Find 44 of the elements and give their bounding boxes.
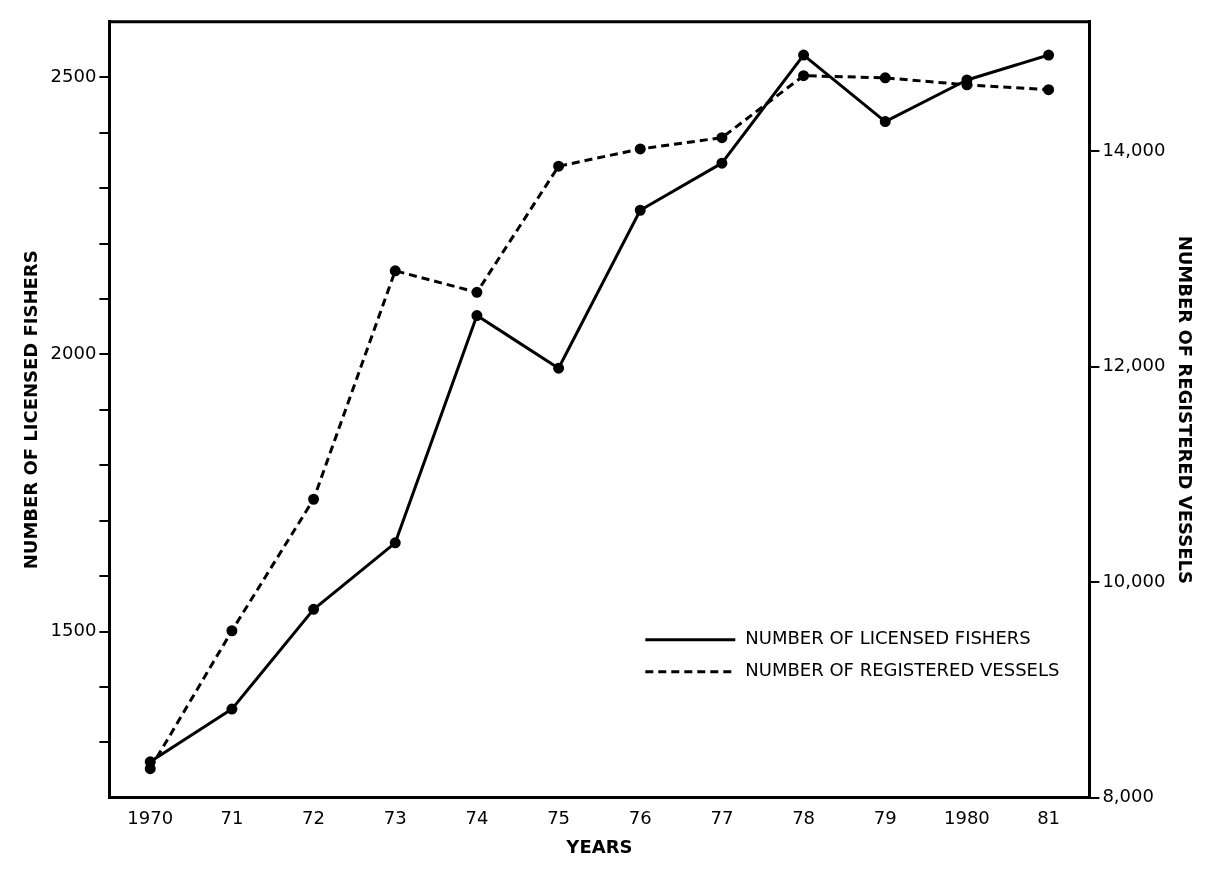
x-tick-label: 76 <box>628 807 652 829</box>
x-tick-label: 1980 <box>944 807 990 829</box>
x-tick-label: 81 <box>1037 807 1061 829</box>
y2-axis-title: NUMBER OF REGISTERED VESSELS <box>1174 235 1196 584</box>
point <box>308 493 320 505</box>
point <box>308 603 320 615</box>
point <box>471 310 483 322</box>
point <box>634 143 646 155</box>
point <box>879 116 891 128</box>
y2-tick-label: 12,000 <box>1102 354 1166 376</box>
point <box>1043 84 1055 96</box>
y-tick-label: 1500 <box>50 619 97 641</box>
y2-tick-label: 8,000 <box>1102 785 1154 807</box>
point <box>879 72 891 84</box>
y-tick-label: 2500 <box>50 64 97 86</box>
point <box>716 132 728 144</box>
x-tick-label: 1970 <box>127 807 174 829</box>
point <box>798 70 810 82</box>
x-axis-title: YEARS <box>565 835 633 857</box>
x-tick-label: 72 <box>302 807 326 829</box>
point <box>798 49 810 61</box>
y2-tick-label: 14,000 <box>1102 138 1166 160</box>
point <box>389 537 401 549</box>
point <box>553 362 565 374</box>
legend-label: NUMBER OF REGISTERED VESSELS <box>745 659 1060 681</box>
point <box>389 265 401 277</box>
y2-tick-label: 10,000 <box>1102 569 1166 591</box>
legend-label: NUMBER OF LICENSED FISHERS <box>745 627 1031 649</box>
y-axis-title: NUMBER OF LICENSED FISHERS <box>20 250 42 570</box>
y-tick-label: 2000 <box>50 342 97 364</box>
x-tick-label: 74 <box>465 807 489 829</box>
point <box>634 204 646 216</box>
x-tick-label: 78 <box>792 807 816 829</box>
point <box>226 703 238 715</box>
x-tick-label: 71 <box>220 807 244 829</box>
point <box>716 157 728 169</box>
point <box>471 286 483 298</box>
point <box>553 160 565 172</box>
point <box>1043 49 1055 61</box>
x-tick-label: 79 <box>873 807 897 829</box>
point <box>226 625 238 637</box>
x-tick-label: 77 <box>710 807 734 829</box>
x-tick-label: 75 <box>547 807 571 829</box>
x-tick-label: 73 <box>383 807 407 829</box>
